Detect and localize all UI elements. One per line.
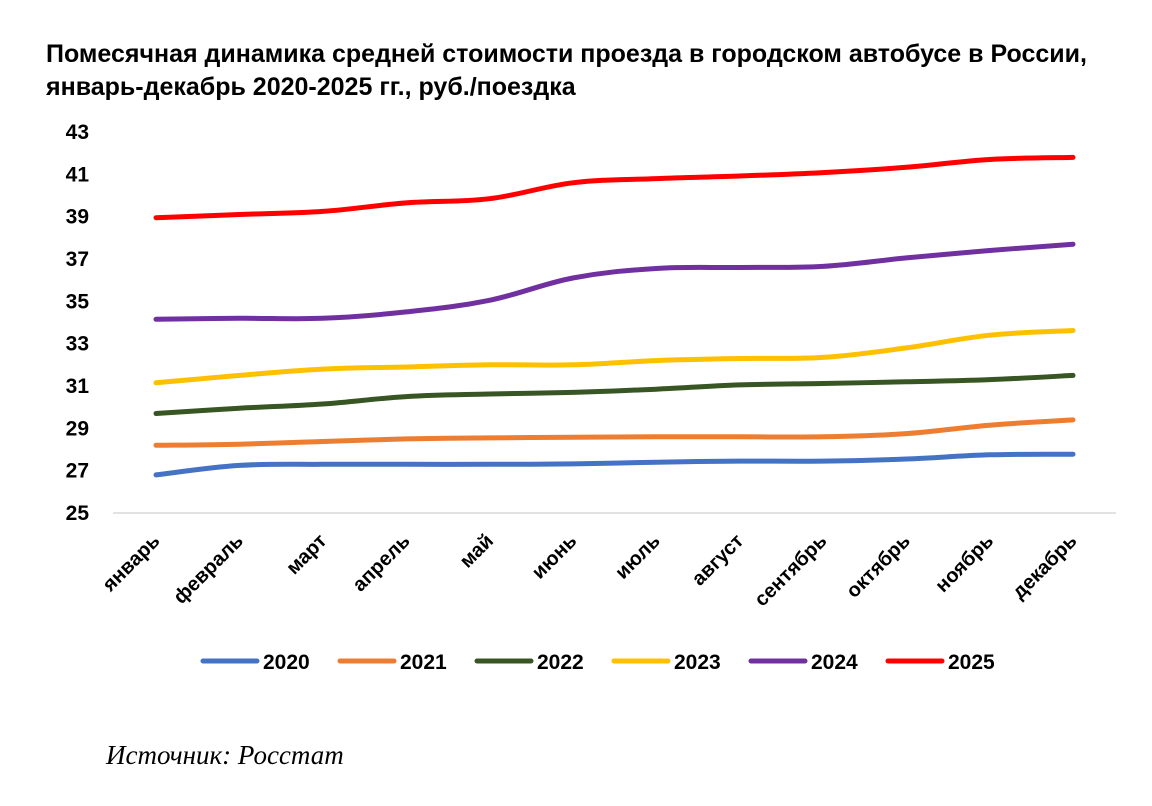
series-lines [153,154,1076,478]
series-line-2023 [153,328,1076,386]
x-tick-label: ноябрь [931,530,998,597]
legend-label-2021: 2021 [400,651,447,674]
x-tick-label: февраль [169,530,247,608]
y-tick-label: 41 [66,163,90,186]
legend-label-2024: 2024 [811,651,858,674]
y-tick-label: 33 [66,333,89,356]
x-tick-label: декабрь [1008,530,1081,603]
series-line-2022 [153,372,1076,416]
y-tick-label: 39 [66,206,89,229]
legend-label-2022: 2022 [537,651,584,674]
y-tick-label: 27 [66,460,89,483]
chart-title: Помесячная динамика средней стоимости пр… [46,40,1087,101]
y-tick-label: 31 [66,375,90,398]
series-line-2024 [153,241,1076,322]
x-tick-label: январь [98,530,165,597]
source-note: Источник: Росстат [106,740,344,770]
x-tick-label: июнь [528,530,582,584]
series-line-2020 [153,451,1076,478]
y-tick-label: 43 [66,121,89,144]
x-tick-label: апрель [348,530,414,596]
y-tick-label: 37 [66,248,89,271]
y-axis: 25 27 29 31 33 35 37 39 41 43 [66,121,90,525]
x-tick-label: октябрь [842,530,915,603]
legend: 2020 2021 2022 2023 2024 2025 [200,651,995,674]
y-tick-label: 25 [66,502,90,525]
series-line-2021 [153,417,1076,448]
x-tick-label: май [456,530,498,572]
x-tick-label: июль [611,530,665,584]
x-tick-label: сентябрь [750,530,831,611]
legend-label-2025: 2025 [948,651,995,674]
y-tick-label: 29 [66,417,89,440]
y-tick-label: 35 [66,290,90,313]
line-chart: 25 27 29 31 33 35 37 39 41 43 январь февраль март ап… [66,121,1116,674]
x-tick-label: март [282,530,331,579]
x-axis: январь февраль март апрель май июнь июль август… [98,530,1082,611]
legend-label-2023: 2023 [674,651,721,674]
legend-label-2020: 2020 [263,651,310,674]
series-line-2025 [153,154,1076,221]
x-tick-label: август [688,530,748,590]
